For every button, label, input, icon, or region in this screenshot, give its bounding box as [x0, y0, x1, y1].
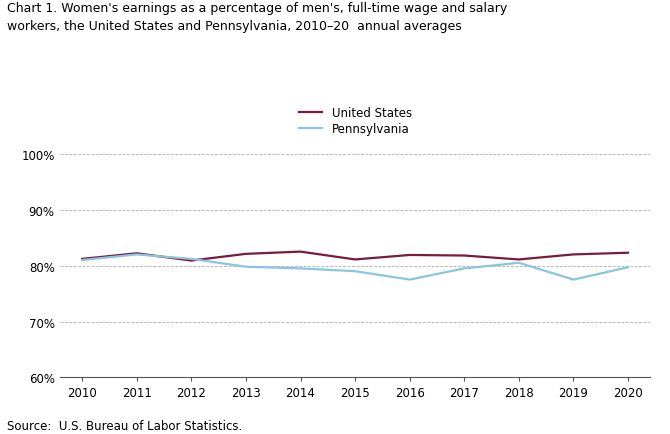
Text: Source:  U.S. Bureau of Labor Statistics.: Source: U.S. Bureau of Labor Statistics.	[7, 419, 242, 432]
Legend: United States, Pennsylvania: United States, Pennsylvania	[299, 107, 411, 136]
Text: workers, the United States and Pennsylvania, 2010–20  annual averages: workers, the United States and Pennsylva…	[7, 20, 462, 33]
Text: Chart 1. Women's earnings as a percentage of men's, full-time wage and salary: Chart 1. Women's earnings as a percentag…	[7, 2, 507, 15]
